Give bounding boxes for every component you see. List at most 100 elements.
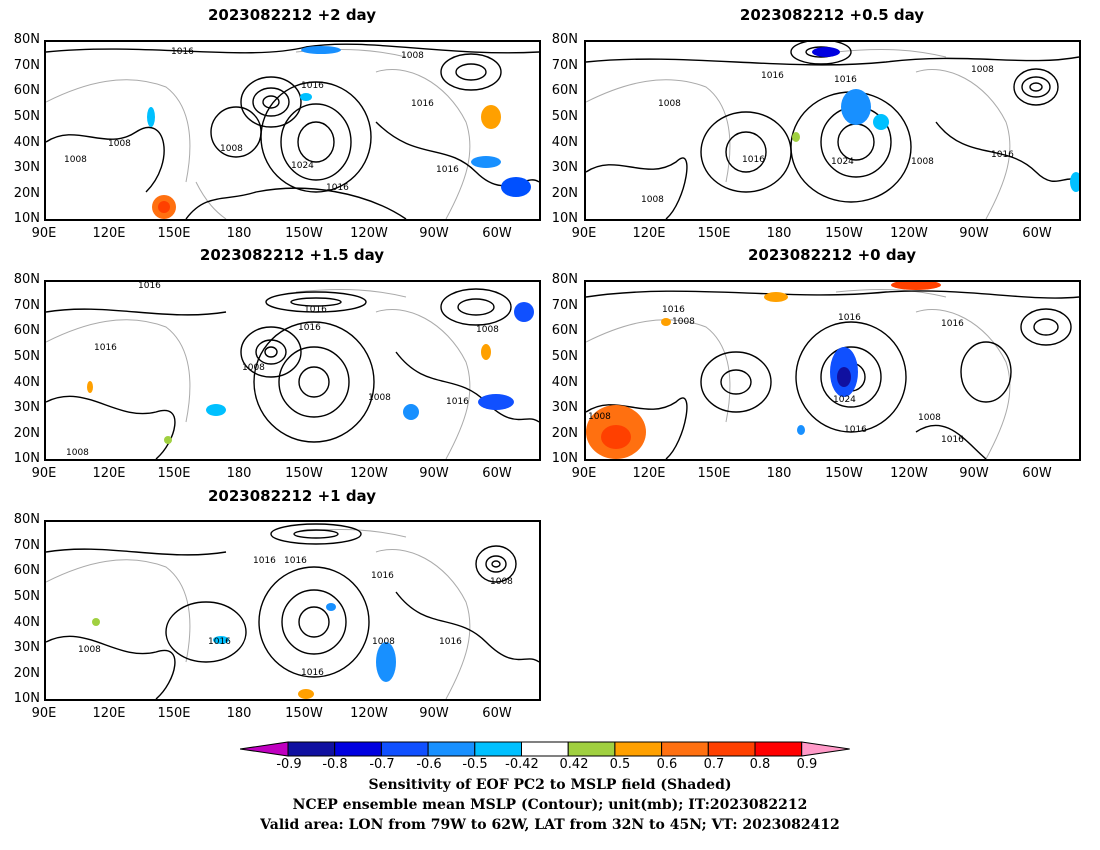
shading-layer xyxy=(147,46,531,219)
colorbar-segments xyxy=(240,741,850,757)
lat-label: 60N xyxy=(551,323,578,338)
lon-label: 120W xyxy=(890,466,928,481)
contour-label: 1008 xyxy=(242,363,265,373)
contour-label-layer: 1016 1008 1016 1016 1008 1008 1008 1024 … xyxy=(64,47,459,193)
lat-label: 20N xyxy=(551,186,578,201)
colorbar-segment xyxy=(380,741,429,757)
lat-label: 70N xyxy=(13,298,40,313)
contour-label: 1016 xyxy=(326,183,349,193)
map-frame: 1016 1008 1016 1016 1024 1016 1008 1016 … xyxy=(584,280,1081,461)
contour-label: 1008 xyxy=(588,412,611,422)
colorbar-label: -0.42 xyxy=(505,757,539,772)
colorbar-segment xyxy=(474,741,523,757)
lat-label: 80N xyxy=(13,32,40,47)
lon-label: 90E xyxy=(31,706,57,721)
lat-label: 10N xyxy=(551,211,578,226)
colorbar-label: 0.9 xyxy=(796,757,818,772)
map-plot: 1016 1016 1016 1008 1016 1008 1008 1016 … xyxy=(46,282,539,459)
lat-label: 20N xyxy=(13,186,40,201)
contour-label: 1016 xyxy=(304,305,327,315)
contour-label: 1008 xyxy=(78,645,101,655)
lon-label: 150W xyxy=(285,466,323,481)
lon-label: 120E xyxy=(92,706,126,721)
lon-label: 60W xyxy=(1022,466,1052,481)
contour-label: 1008 xyxy=(368,393,391,403)
contour-label: 1016 xyxy=(208,637,231,647)
contour-layer xyxy=(586,42,1079,219)
caption-line-1: Sensitivity of EOF PC2 to MSLP field (Sh… xyxy=(368,777,732,793)
lat-label: 70N xyxy=(13,538,40,553)
lon-label: 90W xyxy=(419,706,449,721)
contour-label: 1016 xyxy=(834,75,857,85)
lon-label: 150E xyxy=(157,226,191,241)
lon-label: 120W xyxy=(350,466,388,481)
colorbar-label: 0.5 xyxy=(609,757,631,772)
map-plot: 1016 1016 1016 1008 1016 1008 1016 1008 … xyxy=(46,523,539,699)
contour-label: 1016 xyxy=(439,637,462,647)
panel-title: 2023082212 +1 day xyxy=(208,487,376,505)
lon-label: 90E xyxy=(571,466,597,481)
lat-label: 40N xyxy=(13,375,40,390)
contour-label: 1016 xyxy=(838,313,861,323)
lon-label: 120E xyxy=(632,226,666,241)
lat-label: 30N xyxy=(13,160,40,175)
caption-line-2: NCEP ensemble mean MSLP (Contour); unit(… xyxy=(292,797,808,813)
lon-label: 60W xyxy=(482,466,512,481)
lon-label: 180 xyxy=(766,466,792,481)
lat-label: 10N xyxy=(13,211,40,226)
contour-label: 1016 xyxy=(298,323,321,333)
colorbar-segment xyxy=(614,741,663,757)
lon-label: 150W xyxy=(285,226,323,241)
lon-label: 60W xyxy=(482,226,512,241)
contour-label: 1008 xyxy=(641,195,664,205)
lat-label: 70N xyxy=(13,58,40,73)
lat-label: 20N xyxy=(551,426,578,441)
contour-label-layer: 1016 1008 1016 1016 1024 1016 1008 1016 … xyxy=(588,305,964,445)
contour-label: 1016 xyxy=(411,99,434,109)
contour-label: 1016 xyxy=(301,81,324,91)
contour-label: 1016 xyxy=(761,71,784,81)
lon-label: 180 xyxy=(226,706,252,721)
shading-layer xyxy=(87,302,534,444)
coastline-layer xyxy=(46,289,471,459)
contour-label: 1008 xyxy=(64,155,87,165)
contour-label: 1008 xyxy=(918,413,941,423)
colorbar-label: 0.7 xyxy=(703,757,725,772)
lat-label: 30N xyxy=(13,400,40,415)
lat-label: 40N xyxy=(551,375,578,390)
colorbar-label: 0.6 xyxy=(656,757,678,772)
lat-label: 80N xyxy=(13,512,40,527)
colorbar-label: -0.8 xyxy=(322,757,348,772)
lat-label: 30N xyxy=(551,160,578,175)
lon-label: 90E xyxy=(571,226,597,241)
contour-label: 1016 xyxy=(941,435,964,445)
lat-label: 40N xyxy=(13,615,40,630)
map-plot: 1016 1008 1016 1016 1008 1008 1008 1024 … xyxy=(46,43,539,219)
map-plot: 1016 1016 1008 1008 1016 1024 1008 1016 … xyxy=(586,42,1079,219)
lat-label: 70N xyxy=(551,298,578,313)
contour-label: 1008 xyxy=(911,157,934,167)
contour-label: 1008 xyxy=(658,99,681,109)
contour-label: 1016 xyxy=(284,556,307,566)
shading-layer xyxy=(792,47,1079,192)
map-frame: 1016 1016 1016 1008 1016 1008 1008 1016 … xyxy=(44,280,541,461)
contour-layer xyxy=(46,523,539,699)
lon-label: 150W xyxy=(285,706,323,721)
lon-label: 120W xyxy=(350,226,388,241)
colorbar-segment xyxy=(287,741,336,757)
lat-label: 30N xyxy=(551,400,578,415)
lat-label: 80N xyxy=(551,272,578,287)
lon-label: 150E xyxy=(697,226,731,241)
lon-label: 120W xyxy=(890,226,928,241)
colorbar-segment xyxy=(427,741,476,757)
colorbar-segment xyxy=(754,741,803,757)
panel-title: 2023082212 +0.5 day xyxy=(739,6,925,24)
contour-layer xyxy=(46,288,539,459)
panel-title: 2023082212 +0 day xyxy=(748,246,916,264)
lon-label: 120W xyxy=(350,706,388,721)
contour-label: 1016 xyxy=(991,150,1014,160)
lat-label: 80N xyxy=(13,272,40,287)
lon-label: 120E xyxy=(92,226,126,241)
lat-label: 10N xyxy=(13,691,40,706)
contour-label: 1008 xyxy=(490,577,513,587)
